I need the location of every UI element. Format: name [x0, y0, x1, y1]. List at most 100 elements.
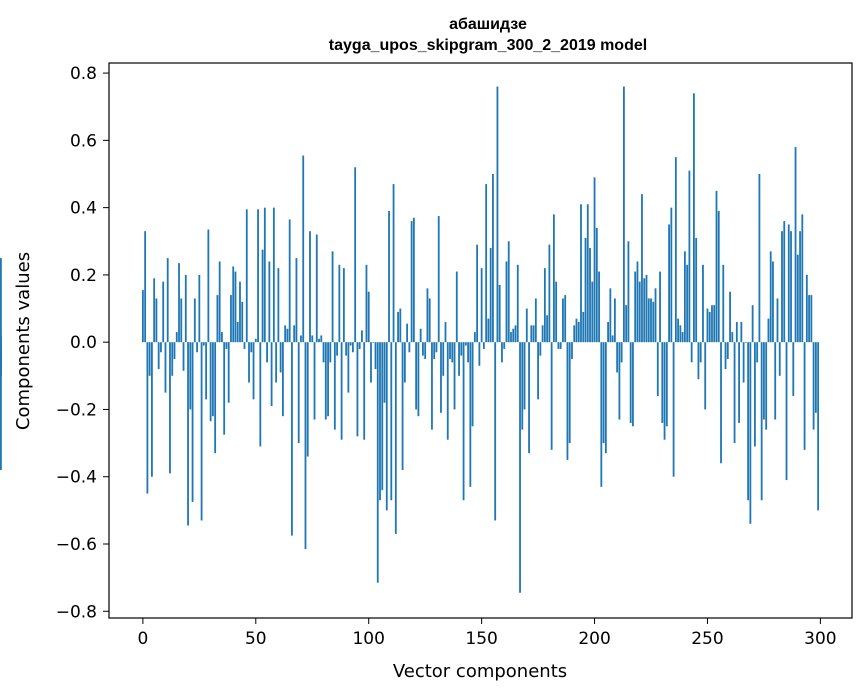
bar-component-8 — [160, 342, 162, 353]
bar-component-184 — [557, 342, 560, 349]
bar-component-278 — [769, 251, 772, 343]
bar-component-198 — [589, 248, 591, 343]
bar-component-57 — [270, 342, 273, 407]
bar-component-214 — [625, 305, 628, 343]
bar-component-50 — [254, 338, 257, 343]
bar-component-119 — [410, 221, 413, 343]
bar-component-61 — [279, 342, 282, 373]
bar-component-264 — [738, 342, 740, 423]
bar-component-151 — [482, 342, 485, 349]
bar-component-56 — [268, 261, 271, 343]
bar-component-103 — [374, 342, 377, 370]
bar-component-293 — [803, 342, 806, 450]
bar-component-82 — [327, 342, 329, 417]
bar-component-208 — [611, 335, 614, 343]
bar-component-133 — [442, 342, 445, 376]
bar-component-140 — [458, 342, 460, 376]
bar-component-292 — [801, 214, 804, 343]
y-tick-label: 0.4 — [70, 199, 97, 219]
bar-component-96 — [358, 342, 361, 349]
bar-component-166 — [516, 264, 519, 343]
bar-component-73 — [306, 342, 309, 457]
bar-component-54 — [263, 207, 266, 343]
bar-component-143 — [464, 342, 467, 346]
bar-component-230 — [661, 342, 664, 423]
bar-component-192 — [575, 318, 578, 343]
bar-component-109 — [388, 211, 390, 343]
bar-component-275 — [763, 342, 765, 420]
bar-component-66 — [291, 342, 293, 536]
bar-component-173 — [532, 325, 535, 343]
bar-component-144 — [467, 342, 469, 363]
bar-component-177 — [541, 325, 544, 343]
bar-component-283 — [781, 231, 783, 343]
bar-component-157 — [496, 86, 499, 343]
bar-component-121 — [415, 342, 418, 410]
chart-title: абашидзе — [449, 16, 527, 33]
bar-component-255 — [717, 211, 720, 343]
bar-component-225 — [650, 298, 652, 343]
bar-component-111 — [392, 184, 395, 343]
bar-component-141 — [460, 342, 463, 356]
bar-component-88 — [340, 342, 343, 440]
bar-component-222 — [643, 278, 646, 343]
bar-component-171 — [528, 342, 530, 454]
bar-component-209 — [613, 298, 616, 343]
bar-component-178 — [543, 268, 546, 343]
bar-component-271 — [753, 342, 756, 447]
bar-component-154 — [489, 248, 492, 343]
bar-component-84 — [331, 251, 334, 343]
bar-component-12 — [169, 342, 171, 474]
bar-component-146 — [471, 342, 474, 427]
bar-component-276 — [765, 342, 768, 430]
bar-component-undefined — [0, 258, 2, 343]
bar-component-211 — [618, 342, 621, 420]
bar-component-194 — [580, 204, 582, 343]
bar-component-180 — [548, 244, 551, 343]
bar-component-99 — [365, 264, 368, 343]
bar-component-122 — [417, 342, 420, 417]
bar-component-112 — [394, 342, 397, 534]
bar-component-193 — [577, 322, 580, 343]
bar-component-139 — [455, 271, 458, 343]
bar-component-41 — [234, 271, 237, 343]
bar-component-297 — [812, 342, 815, 430]
bar-component-206 — [607, 322, 609, 343]
bar-component-296 — [810, 295, 813, 343]
bar-component-245 — [695, 237, 698, 343]
bar-component-257 — [722, 264, 725, 343]
bar-component-217 — [632, 342, 634, 427]
bar-component-205 — [604, 342, 607, 454]
bar-component-219 — [636, 261, 639, 343]
bar-component-145 — [469, 342, 472, 487]
bar-component-259 — [726, 342, 729, 359]
bar-component-116 — [403, 342, 406, 383]
bar-component-201 — [595, 227, 598, 343]
bar-component-203 — [600, 342, 603, 487]
bar-component-246 — [697, 342, 700, 380]
bar-component-101 — [370, 342, 372, 383]
bar-component-210 — [616, 342, 619, 373]
bar-component-158 — [498, 285, 501, 343]
bar-component-114 — [399, 308, 402, 343]
bar-component-15 — [175, 332, 178, 343]
bar-component-185 — [559, 342, 562, 349]
bar-component-63 — [284, 325, 287, 343]
bar-component-268 — [747, 342, 750, 501]
bar-component-62 — [281, 342, 284, 417]
bar-component-9 — [162, 281, 165, 343]
bar-component-239 — [681, 332, 684, 343]
bar-component-132 — [440, 342, 442, 413]
chart-subtitle: tayga_upos_skipgram_300_2_2019 model — [329, 37, 647, 54]
bar-component-269 — [749, 342, 752, 524]
bar-component-102 — [372, 342, 375, 343]
bar-component-155 — [492, 174, 494, 343]
y-tick-label: 0.6 — [70, 131, 97, 151]
bar-component-68 — [295, 258, 298, 343]
bar-component-72 — [304, 342, 307, 550]
bar-component-162 — [507, 241, 510, 343]
bar-component-285 — [785, 342, 788, 481]
bar-component-64 — [286, 328, 289, 343]
bar-component-289 — [794, 147, 797, 343]
